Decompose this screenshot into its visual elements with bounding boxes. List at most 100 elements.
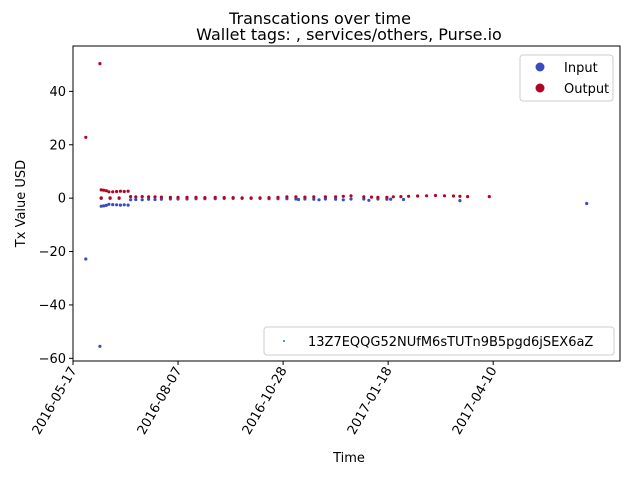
output-point [349, 194, 353, 198]
legend-input-marker [535, 62, 545, 72]
input-point [147, 197, 151, 201]
legend-address-marker [283, 340, 285, 342]
output-point [118, 189, 122, 193]
x-tick-label: 2016-08-07 [135, 365, 186, 438]
input-point [115, 203, 119, 207]
input-point [294, 197, 298, 201]
input-point [389, 197, 393, 201]
output-point [115, 189, 119, 194]
output-point [222, 196, 226, 200]
input-point [134, 197, 138, 202]
input-point [296, 197, 301, 202]
legend-output-label: Output [564, 82, 609, 97]
output-point [303, 195, 307, 199]
legend-input-label: Input [564, 61, 598, 76]
legend-address-label: 13Z7EQQG52NUfM6sTUTn9B5pgd6jSEX6aZ [308, 335, 593, 350]
x-tick-label: 2017-01-18 [345, 365, 396, 438]
x-axis-label: Time [332, 451, 365, 466]
input-point [323, 197, 327, 201]
output-point [267, 196, 271, 200]
output-point [153, 195, 157, 199]
output-point [294, 195, 298, 199]
output-point [159, 195, 163, 199]
input-point [118, 203, 122, 207]
input-point [102, 204, 106, 208]
legend-bottom-box [263, 326, 615, 356]
legend-output-marker [535, 83, 545, 93]
output-point [249, 196, 253, 200]
input-point [341, 198, 345, 202]
x-tick-label: 2017-04-10 [450, 365, 501, 438]
input-point [104, 203, 108, 207]
input-point [349, 197, 353, 201]
y-axis: −60 −40 −20 0 20 40 [39, 85, 73, 367]
data-points [84, 62, 589, 348]
output-point [147, 195, 151, 199]
output-point [194, 195, 198, 199]
y-tick-label: −40 [39, 298, 66, 313]
output-point [213, 195, 217, 199]
output-point [466, 195, 470, 199]
output-point [425, 194, 429, 198]
output-point [168, 195, 172, 199]
output-point [117, 196, 121, 200]
output-point [122, 189, 126, 194]
output-point [391, 195, 395, 199]
input-point [458, 199, 462, 203]
y-axis-label: Tx Value USD [14, 160, 29, 248]
output-point [102, 188, 106, 192]
output-point [99, 196, 103, 200]
input-point [99, 204, 103, 208]
input-point [140, 198, 144, 202]
output-point [362, 195, 366, 199]
plot-frame [72, 45, 621, 362]
output-point [285, 195, 289, 199]
output-point [312, 195, 316, 199]
input-point [401, 197, 406, 202]
output-point [84, 135, 88, 139]
input-point [312, 197, 316, 201]
input-point [98, 344, 102, 348]
chart-title: Transcations over time [228, 9, 411, 28]
legend-top: Input Output [519, 54, 614, 102]
input-point [111, 203, 115, 207]
y-tick-label: 20 [49, 138, 66, 153]
legend-bottom: 13Z7EQQG52NUfM6sTUTn9B5pgd6jSEX6aZ [263, 326, 615, 356]
output-point [341, 194, 345, 198]
input-point [126, 203, 130, 207]
output-point [111, 190, 115, 194]
output-point [323, 195, 327, 199]
output-point [99, 188, 103, 192]
output-point [416, 194, 420, 198]
input-point [129, 198, 133, 202]
x-axis: 2016-05-17 2016-08-07 2016-10-28 2017-01-18… [30, 361, 501, 437]
y-tick-label: 0 [58, 192, 66, 207]
output-point [129, 195, 133, 199]
x-tick-label: 2016-05-17 [30, 365, 81, 438]
output-point [185, 195, 189, 199]
y-tick-label: −20 [39, 245, 66, 260]
input-point [122, 203, 126, 207]
chart-subtitle: Wallet tags: , services/others, Purse.io [196, 25, 502, 44]
output-point [385, 195, 389, 199]
input-point [107, 202, 111, 206]
output-point [458, 194, 462, 198]
output-point [399, 195, 403, 199]
output-point [140, 195, 144, 199]
output-point [433, 193, 438, 198]
output-point [126, 189, 130, 193]
output-point [134, 195, 138, 199]
output-point [451, 194, 456, 198]
output-point [407, 194, 411, 198]
output-point [376, 195, 380, 199]
output-point [176, 195, 180, 199]
x-tick-label: 2016-10-28 [240, 365, 291, 438]
output-point [487, 195, 491, 199]
output-point [442, 194, 447, 198]
output-point [104, 189, 108, 193]
input-point [585, 201, 589, 206]
input-point [334, 197, 338, 201]
output-point [98, 62, 102, 66]
output-point [107, 190, 111, 194]
